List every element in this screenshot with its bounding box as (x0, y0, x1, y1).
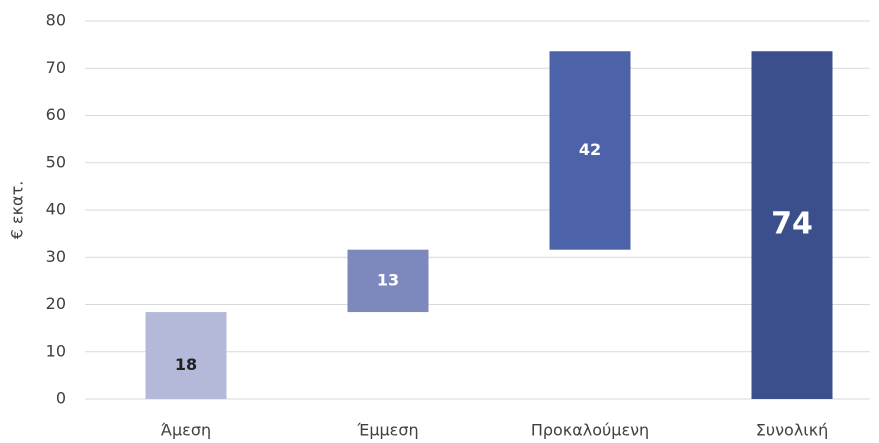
bar (347, 249, 429, 313)
x-tick-label: Έμμεση (356, 421, 418, 440)
data-label: 18 (175, 355, 197, 374)
y-tick-label: 50 (46, 152, 66, 171)
y-tick-label: 0 (56, 389, 66, 408)
bar (145, 312, 227, 399)
y-tick-label: 10 (46, 341, 66, 360)
bar (751, 51, 833, 400)
y-tick-label: 60 (46, 105, 66, 124)
y-tick-label: 70 (46, 58, 66, 77)
bar (549, 51, 631, 250)
x-tick-label: Προκαλούμενη (531, 421, 649, 440)
data-label: 13 (377, 270, 399, 289)
y-axis-title: € εκατ. (8, 181, 27, 240)
data-label: 42 (579, 140, 601, 159)
x-tick-label: Συνολική (756, 421, 829, 440)
x-tick-label: Άμεση (161, 421, 211, 440)
data-label: 74 (771, 207, 813, 242)
y-tick-label: 20 (46, 294, 66, 313)
y-tick-label: 80 (46, 11, 66, 30)
y-tick-label: 40 (46, 200, 66, 219)
y-tick-label: 30 (46, 247, 66, 266)
